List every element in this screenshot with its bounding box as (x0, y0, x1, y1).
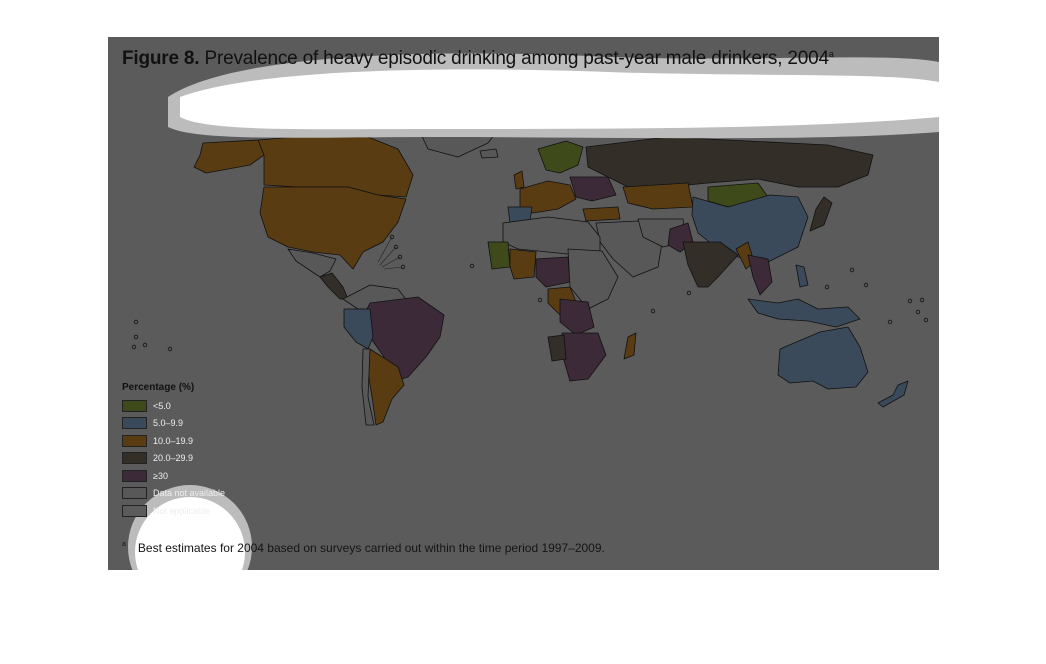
region-india (682, 241, 739, 288)
region-kazakhstan (622, 182, 694, 210)
region-angola (547, 334, 567, 362)
map-figure: Figure 8. Prevalence of heavy episodic d… (108, 37, 939, 570)
legend-swatch (122, 452, 147, 465)
legend-item: <5.0 (122, 397, 225, 415)
legend-label: 5.0–9.9 (153, 418, 184, 429)
legend-item: 10.0–19.9 (122, 432, 225, 450)
region-iceland (479, 148, 499, 159)
region-chile (361, 348, 375, 426)
region-indonesia (747, 298, 861, 328)
legend-swatch (122, 434, 147, 447)
figure-title: Figure 8. Prevalence of heavy episodic d… (122, 48, 834, 70)
legend-item: Data not available (122, 485, 225, 503)
region-turkey (582, 206, 621, 222)
region-mexico (287, 248, 337, 278)
legend-label: <5.0 (153, 400, 171, 411)
region-new-zealand (877, 380, 909, 408)
region-madagascar (623, 332, 637, 360)
region-russia (585, 136, 874, 188)
region-eastern-europe (569, 176, 617, 202)
legend-swatch (122, 417, 147, 430)
legend-label: Not applicable (153, 505, 211, 516)
figure-title-footnote-mark: a (828, 49, 834, 59)
legend-item: ≥30 (122, 467, 225, 485)
region-indochina (747, 254, 773, 296)
legend-item: 20.0–29.9 (122, 450, 225, 468)
region-argentina (367, 348, 405, 426)
region-australia (777, 326, 869, 390)
region-central-america (319, 272, 349, 300)
region-scandinavia (537, 140, 584, 174)
legend-items: <5.0 5.0–9.9 10.0–19.9 20.0–29.9 ≥30 Data not… (122, 397, 225, 520)
region-west-africa (487, 241, 511, 270)
region-north-africa (502, 216, 601, 256)
region-uk (513, 170, 525, 190)
footnote-text: Best estimates for 2004 based on surveys… (137, 541, 605, 555)
region-nigeria (535, 256, 571, 288)
region-usa (259, 186, 407, 270)
legend-swatch (122, 399, 147, 412)
footnote-mark: a (122, 541, 126, 548)
region-west-africa-2 (509, 248, 537, 280)
map-legend: Percentage (%) <5.0 5.0–9.9 10.0–19.9 20.0–… (122, 382, 225, 520)
legend-label: 20.0–29.9 (153, 453, 194, 464)
region-congo (559, 298, 595, 336)
footnote: a Best estimates for 2004 based on survey… (122, 541, 605, 555)
legend-item: 5.0–9.9 (122, 415, 225, 433)
figure-label: Figure 8. (122, 48, 200, 69)
world-map (131, 110, 929, 426)
region-japan (809, 196, 833, 232)
legend-title: Percentage (%) (122, 382, 195, 393)
legend-label: 10.0–19.9 (153, 435, 194, 446)
legend-swatch (122, 504, 147, 517)
region-peru (343, 308, 374, 350)
region-alaska (193, 139, 265, 174)
region-southern-africa (561, 332, 607, 382)
region-philippines (795, 264, 809, 288)
legend-label: ≥30 (153, 470, 168, 481)
legend-swatch (122, 487, 147, 500)
legend-label: Data not available (153, 488, 226, 499)
legend-item: Not applicable (122, 502, 225, 520)
figure-title-text: Prevalence of heavy episodic drinking am… (204, 48, 829, 69)
legend-swatch (122, 469, 147, 482)
